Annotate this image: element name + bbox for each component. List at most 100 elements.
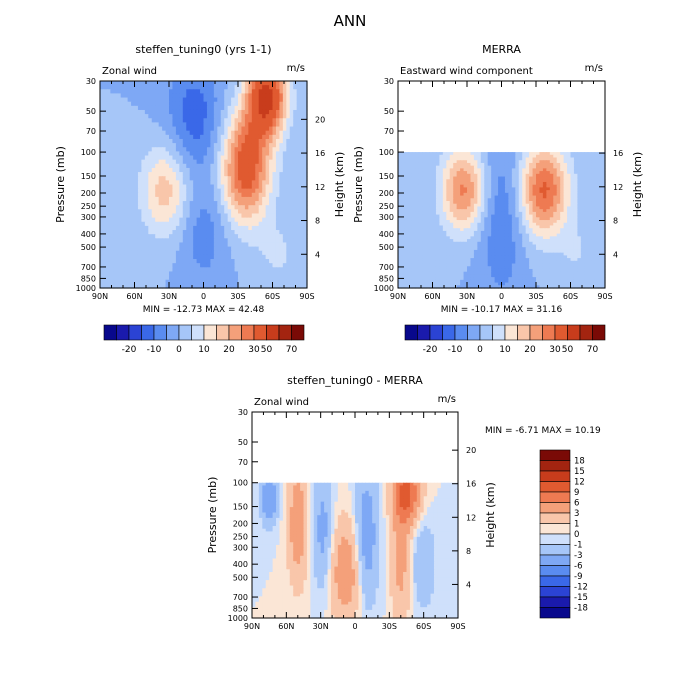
contour-cell (113, 230, 118, 235)
contour-cell (529, 176, 534, 180)
contour-cell (484, 201, 489, 205)
contour-cell (442, 228, 447, 232)
contour-cell (293, 130, 298, 136)
contour-cell (103, 263, 108, 268)
contour-cell (286, 147, 291, 152)
contour-cell (282, 271, 287, 277)
contour-cell (296, 196, 301, 202)
contour-cell (473, 211, 478, 216)
contour-cell (282, 196, 287, 202)
contour-cell (238, 254, 243, 260)
contour-cell (148, 143, 153, 148)
contour-cell (398, 211, 403, 216)
contour-cell (282, 242, 287, 248)
contour-cell (598, 230, 603, 235)
contour-cell (169, 254, 174, 260)
contour-cell (227, 201, 232, 206)
contour-cell (262, 230, 267, 235)
contour-cell (508, 184, 513, 189)
contour-cell (580, 233, 585, 237)
contour-cell (165, 209, 170, 215)
contour-cell (546, 222, 551, 227)
contour-cell (553, 162, 558, 167)
contour-cell (241, 163, 246, 169)
contour-cell (206, 105, 211, 111)
contour-cell (275, 93, 280, 99)
contour-cell (529, 222, 534, 227)
contour-cell (262, 271, 267, 277)
contour-cell (144, 246, 149, 252)
contour-cell (238, 188, 243, 194)
contour-cell (404, 198, 409, 202)
contour-cell (477, 168, 482, 172)
contour-cell (182, 81, 187, 86)
contour-cell (546, 171, 551, 175)
contour-cell (234, 254, 239, 260)
contour-cell (196, 180, 201, 186)
contour-cell (487, 160, 492, 164)
contour-cell (491, 187, 496, 191)
contour-cell (449, 160, 454, 164)
contour-cell (244, 114, 249, 119)
contour-cell (189, 254, 194, 260)
panel-variable-label: Zonal wind (102, 66, 157, 77)
contour-cell (100, 138, 105, 144)
contour-cell (269, 246, 274, 252)
contour-cell (169, 250, 174, 256)
contour-cell (196, 246, 201, 252)
contour-cell (580, 225, 585, 229)
contour-cell (272, 130, 277, 136)
contour-cell (573, 160, 578, 164)
contour-cell (227, 81, 232, 86)
contour-cell (293, 234, 298, 239)
contour-cell (398, 228, 403, 232)
contour-cell (206, 114, 211, 119)
contour-cell (162, 209, 167, 215)
contour-cell (258, 151, 263, 157)
contour-cell (269, 172, 274, 177)
contour-cell (217, 242, 222, 248)
figure-title: ANN (334, 12, 367, 30)
contour-cell (296, 225, 301, 231)
contour-cell (231, 279, 236, 285)
contour-cell (265, 246, 270, 252)
contour-cell (103, 201, 108, 206)
contour-cell (169, 242, 174, 248)
contour-cell (203, 81, 208, 86)
contour-cell (141, 155, 146, 161)
contour-cell (217, 192, 222, 198)
contour-cell (300, 109, 305, 115)
contour-cell (134, 184, 139, 190)
contour-cell (158, 180, 163, 186)
contour-cell (189, 155, 194, 161)
contour-cell (120, 225, 125, 231)
contour-cell (577, 222, 582, 227)
contour-cell (467, 230, 472, 235)
contour-cell (415, 154, 420, 159)
contour-cell (144, 205, 149, 210)
contour-cell (272, 238, 277, 244)
contour-cell (470, 222, 475, 227)
contour-cell (134, 217, 139, 223)
contour-cell (241, 196, 246, 202)
contour-cell (189, 147, 194, 152)
contour-cell (470, 211, 475, 216)
contour-cell (404, 157, 409, 161)
contour-cell (442, 203, 447, 208)
contour-cell (293, 176, 298, 181)
contour-cell (155, 201, 160, 206)
contour-cell (241, 279, 246, 285)
contour-cell (220, 138, 225, 144)
contour-cell (186, 97, 191, 103)
contour-cell (504, 217, 509, 221)
contour-cell (480, 211, 485, 216)
contour-cell (203, 201, 208, 206)
contour-cell (456, 157, 461, 161)
contour-cell (196, 97, 201, 103)
contour-cell (120, 242, 125, 248)
contour-cell (255, 246, 260, 252)
contour-cell (158, 246, 163, 252)
contour-cell (425, 165, 430, 169)
contour-cell (148, 155, 153, 161)
contour-cell (162, 101, 167, 107)
